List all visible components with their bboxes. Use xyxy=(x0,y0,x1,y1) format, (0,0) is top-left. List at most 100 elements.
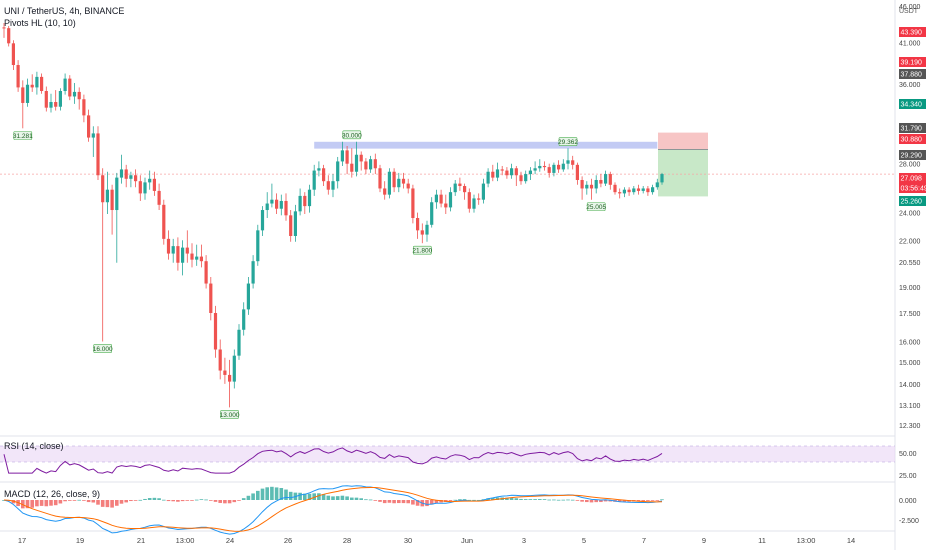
time-tick-label: 24 xyxy=(226,536,234,545)
candle-body xyxy=(87,115,91,138)
macd-histogram-bar xyxy=(509,497,514,500)
candle-body xyxy=(49,102,53,108)
candle-body xyxy=(246,283,250,310)
candle-body xyxy=(406,183,410,189)
candle-body xyxy=(105,189,109,203)
price-tick-label: 19.000 xyxy=(899,285,921,292)
candle-body xyxy=(472,198,476,209)
macd-histogram-bar xyxy=(575,500,580,501)
candle-body xyxy=(646,188,650,193)
candle-body xyxy=(491,171,495,178)
macd-histogram-bar xyxy=(152,497,157,500)
macd-histogram-bar xyxy=(617,500,622,502)
candle-body xyxy=(171,246,175,254)
price-tick-label: 20.550 xyxy=(899,260,921,267)
macd-histogram-bar xyxy=(556,499,561,501)
candle-body xyxy=(260,210,265,231)
candle-body xyxy=(458,183,462,187)
macd-histogram-bar xyxy=(580,500,584,502)
candle-body xyxy=(486,171,490,184)
macd-histogram-bar xyxy=(279,488,284,500)
macd-histogram-bar xyxy=(350,497,354,500)
candle-body xyxy=(378,168,382,189)
macd-histogram-bar xyxy=(176,500,180,502)
macd-histogram-bar xyxy=(453,499,457,501)
candle-body xyxy=(298,195,302,212)
pivot-label-box xyxy=(342,130,362,140)
time-tick-label: 5 xyxy=(582,536,586,545)
macd-histogram-bar xyxy=(622,500,627,502)
rsi-band xyxy=(0,446,895,462)
macd-histogram-bar xyxy=(448,500,453,501)
resistance-zone xyxy=(314,141,658,149)
candle-body xyxy=(138,181,142,194)
price-tag xyxy=(899,173,926,183)
macd-histogram-bar xyxy=(274,487,279,500)
candle-body xyxy=(307,189,312,207)
price-tick-label: 46.000 xyxy=(899,4,921,11)
candle-body xyxy=(270,199,274,204)
macd-histogram-bar xyxy=(232,500,237,503)
candle-body xyxy=(500,169,504,171)
macd-histogram-bar xyxy=(382,500,387,504)
macd-histogram-bar xyxy=(49,500,53,506)
candle-body xyxy=(331,181,335,190)
candle-body xyxy=(660,174,664,183)
candle-body xyxy=(223,370,227,375)
candle-body xyxy=(63,78,67,92)
macd-histogram-bar xyxy=(585,500,589,503)
macd-histogram-bar xyxy=(223,500,227,504)
macd-histogram-bar xyxy=(86,500,91,503)
price-tick-label: 13.100 xyxy=(899,403,921,410)
candle-body xyxy=(30,84,34,88)
candle-body xyxy=(383,188,387,195)
candle-body xyxy=(524,174,528,182)
macd-histogram-bar xyxy=(68,500,72,501)
macd-histogram-bar xyxy=(528,499,533,500)
macd-histogram-bar xyxy=(237,500,241,501)
candle-body xyxy=(232,355,236,382)
candle-body xyxy=(289,215,293,236)
price-tag-label: 27.098 xyxy=(901,176,923,183)
candle-body xyxy=(434,194,438,203)
candle-body xyxy=(148,178,152,183)
macd-histogram-bar xyxy=(570,499,575,501)
time-tick-label: 21 xyxy=(137,536,145,545)
candle-body xyxy=(44,91,48,108)
candle-body xyxy=(552,164,556,173)
candle-body xyxy=(25,84,30,103)
price-tick-label: 22.000 xyxy=(899,238,921,245)
price-tick-label: 16.000 xyxy=(899,339,921,346)
candle-body xyxy=(181,247,185,263)
candle-body xyxy=(651,187,655,193)
candle-body xyxy=(166,238,171,254)
pivot-label-box xyxy=(93,344,112,353)
candle-body xyxy=(444,203,448,208)
macd-histogram-bar xyxy=(147,498,152,500)
candle-body xyxy=(82,99,86,116)
macd-histogram-bar xyxy=(603,500,608,502)
candle-body xyxy=(430,202,434,225)
pivot-label-box xyxy=(13,131,33,140)
candle-body xyxy=(561,163,565,170)
price-tag xyxy=(899,57,926,67)
candle-body xyxy=(580,179,584,189)
macd-histogram-bar xyxy=(462,499,467,500)
price-tick-label: 14.000 xyxy=(899,382,921,389)
candle-body xyxy=(571,160,575,165)
candle-body xyxy=(599,179,603,184)
signal-line xyxy=(3,487,663,532)
macd-histogram-bar xyxy=(373,500,378,501)
macd-histogram-bar xyxy=(143,498,147,500)
candle-body xyxy=(209,283,213,313)
macd-histogram-bar xyxy=(519,498,523,500)
candle-body xyxy=(176,246,180,263)
candle-body xyxy=(7,28,11,44)
rsi-tick-label: 50.00 xyxy=(899,451,917,458)
candle-body xyxy=(228,374,232,382)
candle-body xyxy=(425,224,429,235)
price-tick-label: 15.000 xyxy=(899,360,921,367)
price-tick-label: 17.500 xyxy=(899,311,921,318)
candle-body xyxy=(566,160,570,164)
